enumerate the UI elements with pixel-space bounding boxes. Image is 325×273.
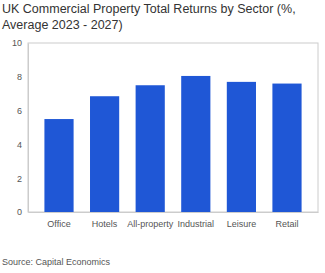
y-tick: 8 [17,72,28,82]
y-tick: 6 [17,106,28,116]
source: Source: Capital Economics [2,257,111,267]
plot-frame [28,43,318,212]
x-axis-line [29,212,319,213]
x-tick: Retail [275,219,298,229]
y-tick: 2 [17,174,28,184]
x-tick: Office [47,219,70,229]
y-tick-label: 10 [12,38,22,48]
y-tick: 4 [17,140,28,150]
bar [136,85,165,212]
x-tick-label: Office [47,219,70,229]
y-tick-label: 6 [17,106,22,116]
x-tick-label: Industrial [178,219,215,229]
y-tick-label: 4 [17,140,22,150]
x-tick: Leisure [227,219,257,229]
title: UK Commercial Property Total Returns by … [2,2,296,32]
bar [44,119,73,212]
x-tick-label: Hotels [92,219,118,229]
chart: UK Commercial Property Total Returns by … [0,0,325,273]
y-axis: 0 2 4 6 8 10 [12,38,29,217]
x-tick-label: Retail [275,219,298,229]
x-tick-label: All-property [127,219,174,229]
y-axis-line [28,44,29,213]
x-tick-label: Leisure [227,219,257,229]
y-tick: 10 [12,38,28,48]
x-axis: Office Hotels All-property Industrial Leisur… [29,213,319,230]
x-tick: Hotels [92,219,118,229]
bar [227,82,256,212]
y-tick-label: 2 [17,174,22,184]
y-tick-label: 0 [17,207,22,217]
bar [90,96,119,212]
y-tick: 0 [17,207,28,217]
bars [44,76,301,212]
bar [181,76,210,212]
title-line: UK Commercial Property Total Returns by … [2,2,296,16]
plot: 0 2 4 6 8 10 Office Hotels All-property Industria… [12,38,319,229]
x-tick: All-property [127,219,174,229]
x-tick: Industrial [178,219,215,229]
y-tick-label: 8 [17,72,22,82]
title-line: Average 2023 - 2027) [2,18,123,32]
bar [272,84,301,212]
